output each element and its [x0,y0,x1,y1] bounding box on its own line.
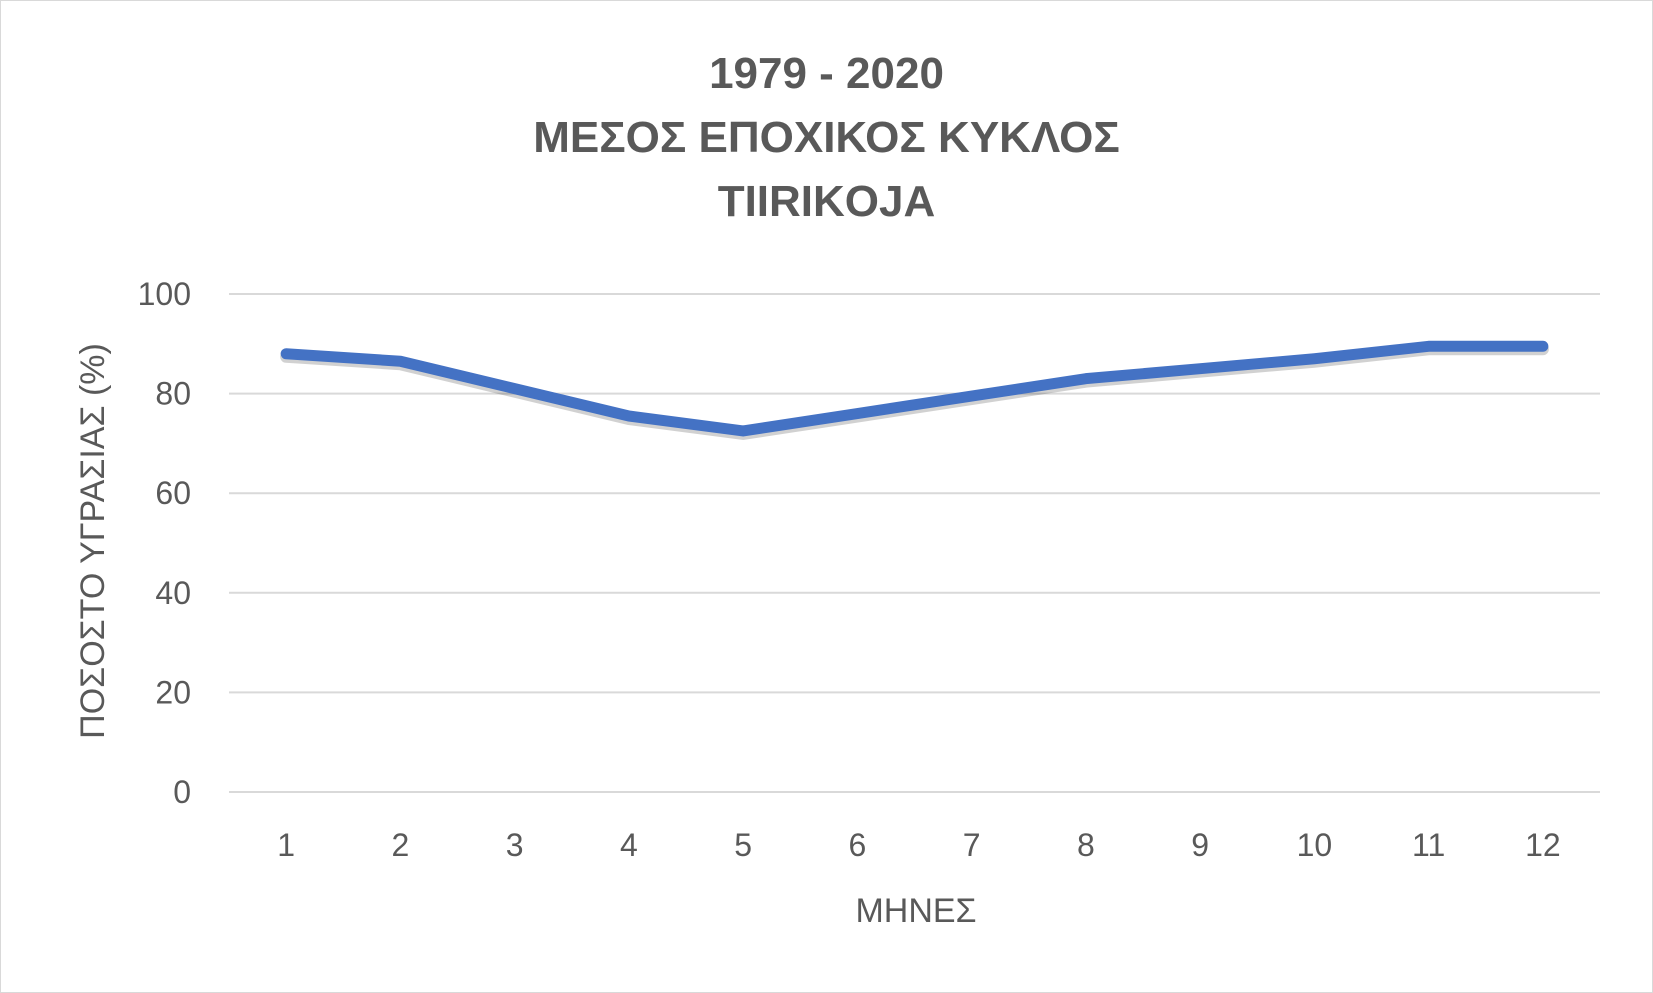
x-tick-label: 7 [963,827,981,863]
y-axis-title: ΠΟΣΟΣΤΟ ΥΓΡΑΣΙΑΣ (%) [74,343,112,739]
series-line-0 [280,340,1549,437]
series-line-shadow [280,343,1549,440]
x-tick-label: 11 [1412,827,1445,863]
y-tick-label: 80 [155,376,191,412]
y-axis-ticks: 0 20 40 60 80 100 [138,276,191,810]
y-tick-label: 60 [155,475,191,511]
x-tick-label: 12 [1525,827,1561,863]
x-tick-label: 9 [1191,827,1209,863]
gridlines [229,293,1600,793]
x-tick-label: 3 [506,827,524,863]
y-tick-label: 100 [138,276,191,312]
chart-title: 1979 - 2020 ΜΕΣΟΣ ΕΠΟΧΙΚΟΣ ΚΥΚΛΟΣ TIIRIK… [0,42,1653,234]
x-tick-label: 2 [391,827,409,863]
x-tick-label: 10 [1297,827,1333,863]
x-axis-ticks: 1 2 3 4 5 6 7 8 9 10 11 12 [277,827,1560,863]
x-tick-label: 1 [277,827,295,863]
y-tick-label: 0 [173,774,191,810]
chart-title-line-2: ΜΕΣΟΣ ΕΠΟΧΙΚΟΣ ΚΥΚΛΟΣ [533,113,1120,162]
chart-title-line-1: 1979 - 2020 [709,49,944,98]
x-axis-title: ΜΗΝΕΣ [855,892,976,930]
x-tick-label: 4 [620,827,638,863]
x-tick-label: 6 [848,827,866,863]
series-group [280,340,1549,440]
x-tick-label: 8 [1077,827,1095,863]
x-tick-label: 5 [734,827,752,863]
y-tick-label: 20 [155,674,191,710]
y-tick-label: 40 [155,575,191,611]
chart-title-line-3: TIIRIKOJA [717,177,936,226]
